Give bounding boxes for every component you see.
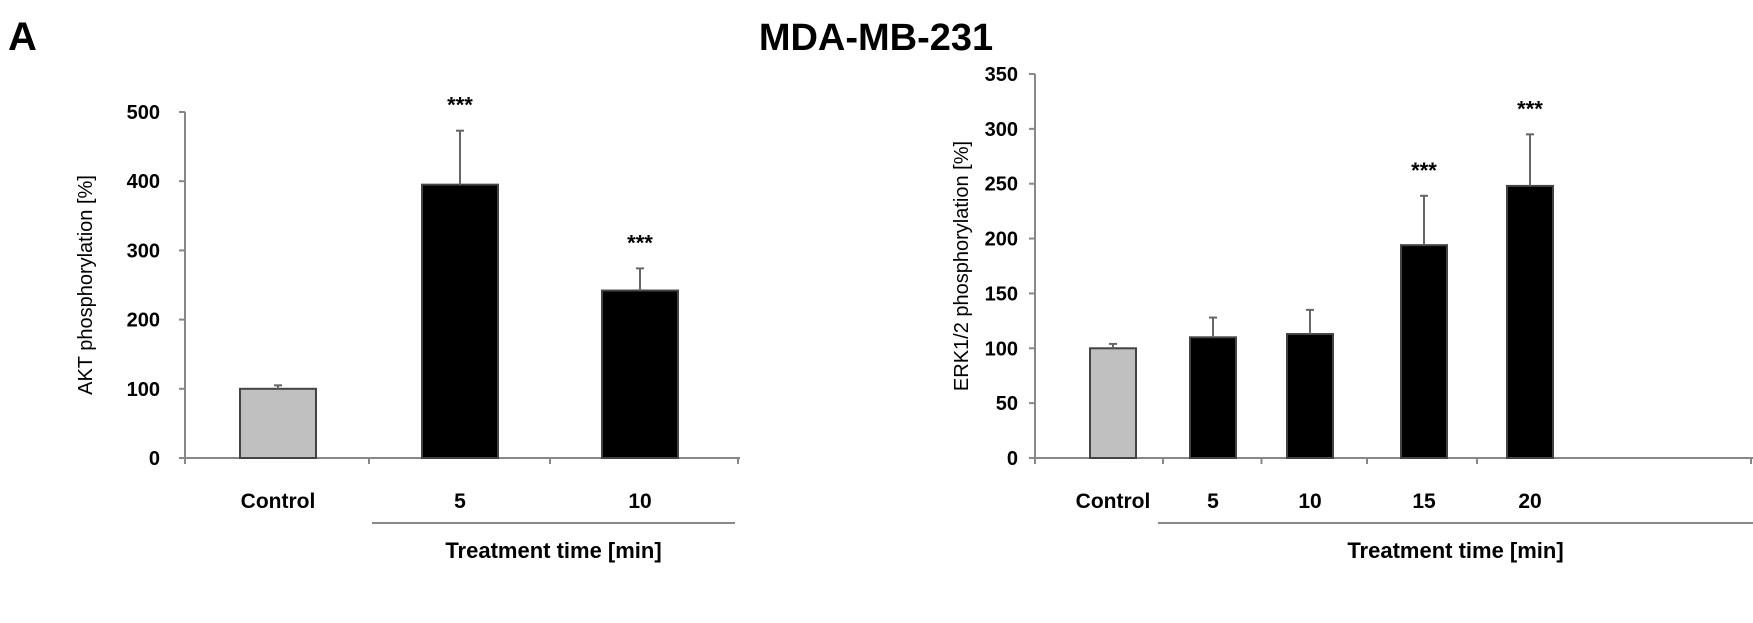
akt-category-label: 5 [454, 490, 466, 513]
akt-phosphorylation-chart: 0 100 200 300 400 500 Control *** 5 *** 10 Treatmen… [75, 93, 740, 563]
erk-bar-5 [1189, 336, 1237, 460]
figure-title: MDA-MB-231 [759, 17, 993, 59]
erk-y-tick-label: 300 [985, 119, 1018, 141]
erk-category-label: 20 [1518, 490, 1541, 513]
erk-category-label: Control [1076, 490, 1151, 513]
erk-bar-10 [1286, 333, 1334, 459]
erk-y-tick-label: 0 [1007, 448, 1018, 470]
akt-y-tick-label: 300 [127, 240, 160, 262]
erk-y-tick-label: 50 [996, 393, 1018, 415]
erk-y-tick-label: 100 [985, 338, 1018, 360]
erk-y-tick-label: 200 [985, 229, 1018, 251]
akt-y-tick-label: 500 [127, 102, 160, 124]
akt-y-tick-label: 0 [149, 448, 160, 470]
erk-y-tick-label: 150 [985, 283, 1018, 305]
akt-x-axis-label: Treatment time [min] [445, 538, 661, 563]
erk-y-tick-label: 250 [985, 174, 1018, 196]
akt-category-label: 10 [628, 490, 651, 513]
akt-bar-control [239, 387, 317, 459]
erk-category-label: 15 [1412, 490, 1436, 513]
erk-phosphorylation-chart: 0 50 100 150 200 250 300 350 Control 5 10 *** 15 *** 2… [951, 64, 1753, 563]
panel-label: A [8, 15, 37, 59]
akt-bar-10 [601, 289, 679, 460]
akt-category-label: Control [241, 490, 316, 513]
erk-category-label: 5 [1207, 490, 1219, 513]
akt-y-tick-label: 400 [127, 171, 160, 193]
akt-significance-marker: *** [447, 93, 473, 118]
akt-significance-marker: *** [627, 230, 653, 255]
akt-y-tick-label: 200 [127, 310, 160, 332]
erk-significance-marker: *** [1517, 96, 1543, 121]
akt-y-tick-label: 100 [127, 379, 160, 401]
akt-y-axis-label: AKT phosphorylation [%] [75, 175, 97, 395]
erk-y-tick-label: 350 [985, 64, 1018, 86]
erk-x-axis-label: Treatment time [min] [1347, 538, 1563, 563]
akt-bar-5 [421, 183, 499, 459]
erk-significance-marker: *** [1411, 158, 1437, 183]
erk-category-label: 10 [1298, 490, 1321, 513]
erk-bar-15 [1400, 244, 1448, 459]
erk-y-axis-label: ERK1/2 phosphorylation [%] [951, 141, 973, 391]
erk-bar-20 [1506, 184, 1554, 459]
erk-bar-control [1089, 347, 1137, 459]
